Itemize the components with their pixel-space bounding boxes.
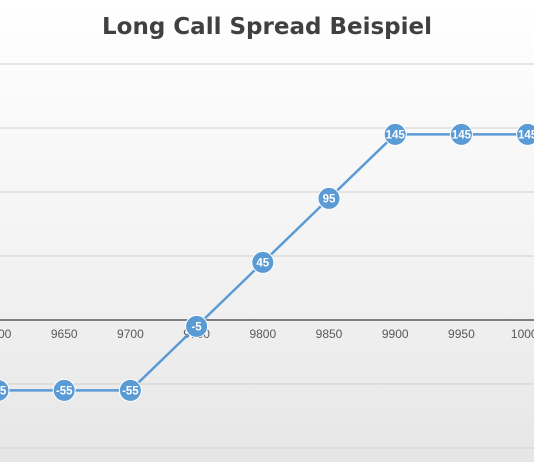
x-tick-label: 10000 bbox=[511, 327, 534, 341]
data-point bbox=[251, 250, 275, 274]
x-tick-label: 9700 bbox=[117, 327, 144, 341]
data-point bbox=[449, 122, 473, 146]
data-point bbox=[185, 314, 209, 338]
data-label: 145 bbox=[386, 129, 406, 141]
x-tick-label: 9950 bbox=[448, 327, 475, 341]
data-label: -55 bbox=[56, 385, 73, 397]
data-markers: -55 -55 -55 -5 45 95 145 145 145 bbox=[0, 122, 534, 402]
data-label: -5 bbox=[191, 321, 202, 333]
chart-title: Long Call Spread Beispiel bbox=[102, 14, 432, 40]
data-point bbox=[0, 379, 10, 402]
data-label: 145 bbox=[452, 129, 472, 141]
data-point bbox=[52, 378, 76, 402]
data-label: -55 bbox=[0, 385, 7, 397]
x-tick-labels: 9600965097009750980098509900995010000 bbox=[0, 327, 534, 341]
data-label: -55 bbox=[122, 385, 139, 397]
data-label: 145 bbox=[518, 129, 534, 141]
data-point bbox=[118, 378, 142, 402]
x-tick-label: 9600 bbox=[0, 327, 12, 341]
data-point bbox=[383, 122, 407, 146]
x-tick-label: 9850 bbox=[316, 327, 343, 341]
data-label: 45 bbox=[256, 257, 269, 269]
data-label: 95 bbox=[323, 193, 336, 205]
data-point bbox=[317, 186, 341, 210]
x-tick-label: 9800 bbox=[249, 327, 276, 341]
x-tick-label: 9650 bbox=[51, 327, 78, 341]
x-tick-label: 9900 bbox=[382, 327, 409, 341]
data-point bbox=[516, 122, 534, 146]
